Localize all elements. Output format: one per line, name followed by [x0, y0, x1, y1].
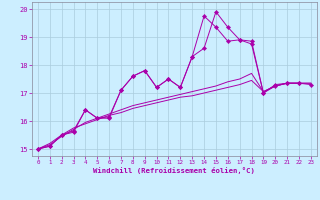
X-axis label: Windchill (Refroidissement éolien,°C): Windchill (Refroidissement éolien,°C) — [93, 167, 255, 174]
